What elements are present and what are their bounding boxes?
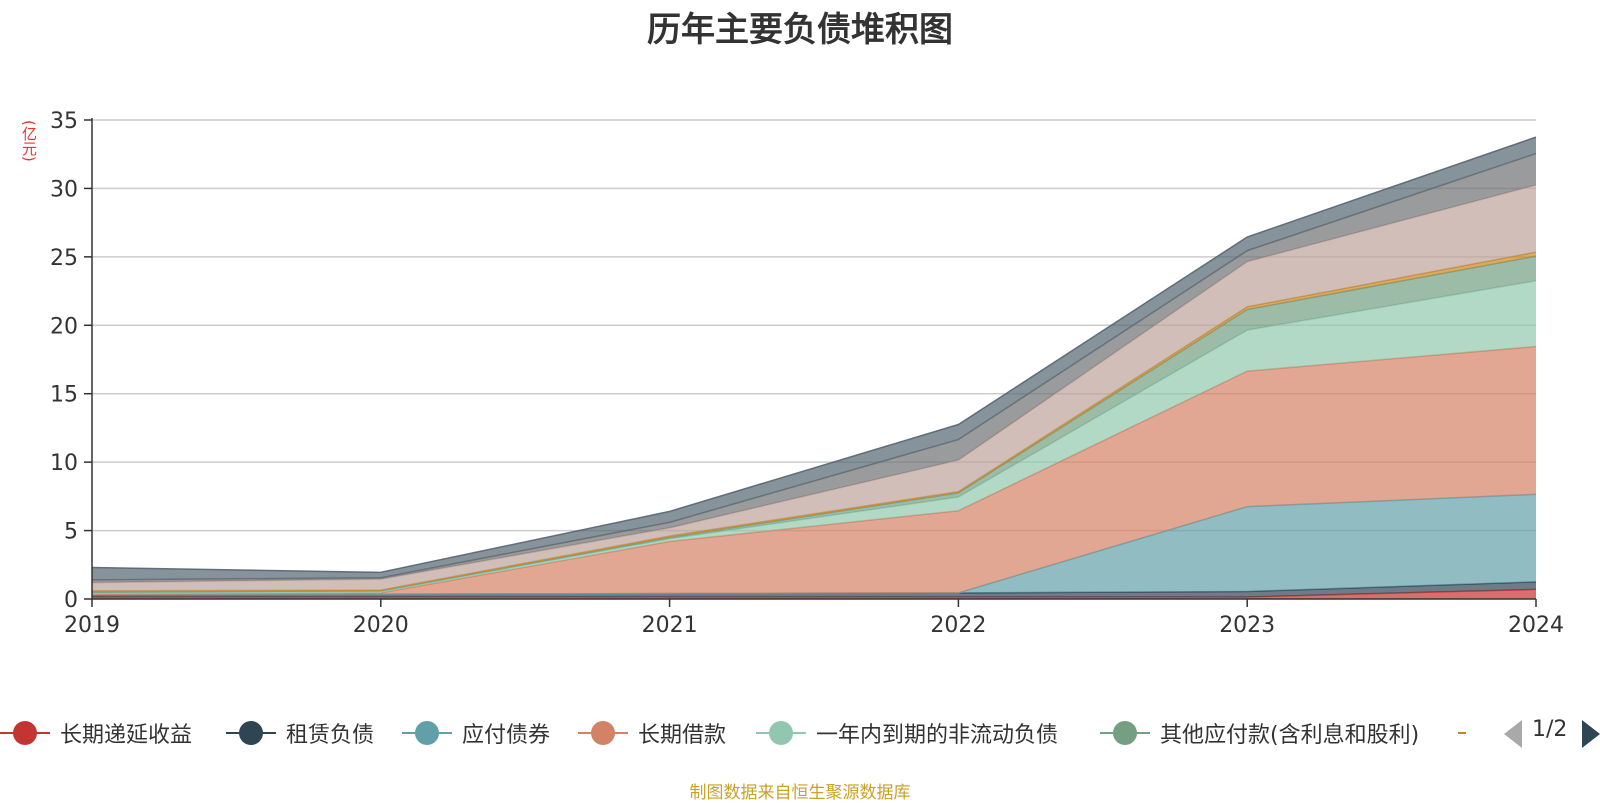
legend-item[interactable]: 长期借款 (578, 713, 726, 753)
legend-label: 其他应付款(含利息和股利) (1160, 723, 1420, 748)
legend-item[interactable]: 长期递延收益 (0, 713, 192, 753)
x-tick-label: 2019 (64, 613, 120, 638)
legend-item[interactable]: 其他应付款(含利息和股利) (1100, 713, 1419, 753)
legend-swatch-icon (0, 713, 50, 753)
y-tick-label: 25 (50, 246, 78, 271)
legend-item[interactable]: 租赁负债 (226, 713, 374, 753)
series-line (91, 136, 1537, 574)
data-source-note: 制图数据来自恒生聚源数据库 (689, 783, 911, 803)
triangle-left-icon[interactable] (1504, 720, 1522, 748)
area-series (92, 256, 1536, 593)
y-tick-label: 5 (64, 520, 78, 545)
y-tick-label: 30 (50, 177, 78, 202)
y-axis-unit-label: (亿元) (20, 120, 38, 162)
x-tick-label: 2024 (1508, 613, 1564, 638)
legend-pager: 1/2 (1466, 713, 1600, 753)
area-series (92, 494, 1536, 595)
x-tick-label: 2021 (642, 613, 698, 638)
legend-item[interactable]: 一年内到期的非流动负债 (756, 713, 1058, 753)
area-series (92, 346, 1536, 595)
area-series (92, 185, 1536, 591)
axes: 0 5 10 15 20 25 30 35 2019 2020 2021 2022 2023 2024 (50, 109, 1564, 638)
legend-item[interactable]: 应付债券 (402, 713, 550, 753)
y-tick-label: 10 (50, 451, 78, 476)
legend-label: 应付债券 (462, 723, 551, 748)
legend-swatch-icon (756, 713, 806, 753)
legend-label: 租赁负债 (286, 723, 375, 748)
stacked-area-chart: 0 5 10 15 20 25 30 35 2019 2020 2021 2022 2023 2024 (50, 109, 1564, 638)
area-series (92, 581, 1536, 597)
area-series-layer (91, 136, 1537, 599)
y-tick-label: 35 (50, 109, 78, 134)
legend-swatch-icon (578, 713, 628, 753)
x-tick-label: 2023 (1219, 613, 1275, 638)
x-tick-label: 2022 (930, 613, 986, 638)
legend-label: 一年内到期的非流动负债 (816, 723, 1059, 748)
y-tick-label: 20 (50, 314, 78, 339)
area-series (92, 280, 1536, 595)
legend-swatch-icon (402, 713, 452, 753)
legend-swatch-icon (226, 713, 276, 753)
y-tick-label: 0 (64, 588, 78, 613)
legend-label: 长期借款 (638, 723, 727, 748)
chart-title: 历年主要负债堆积图 (647, 10, 953, 50)
legend-page-indicator: 1/2 (1532, 717, 1568, 742)
y-tick-label: 15 (50, 383, 78, 408)
legend: 长期递延收益 租赁负债 应付债券 长期借款 一年内到期的非流动负债 其他应付款(含利息和股… (0, 713, 1600, 753)
legend-label: 长期递延收益 (60, 723, 193, 748)
legend-swatch-icon (1100, 713, 1150, 753)
x-tick-label: 2020 (353, 613, 409, 638)
triangle-right-icon[interactable] (1582, 720, 1600, 748)
